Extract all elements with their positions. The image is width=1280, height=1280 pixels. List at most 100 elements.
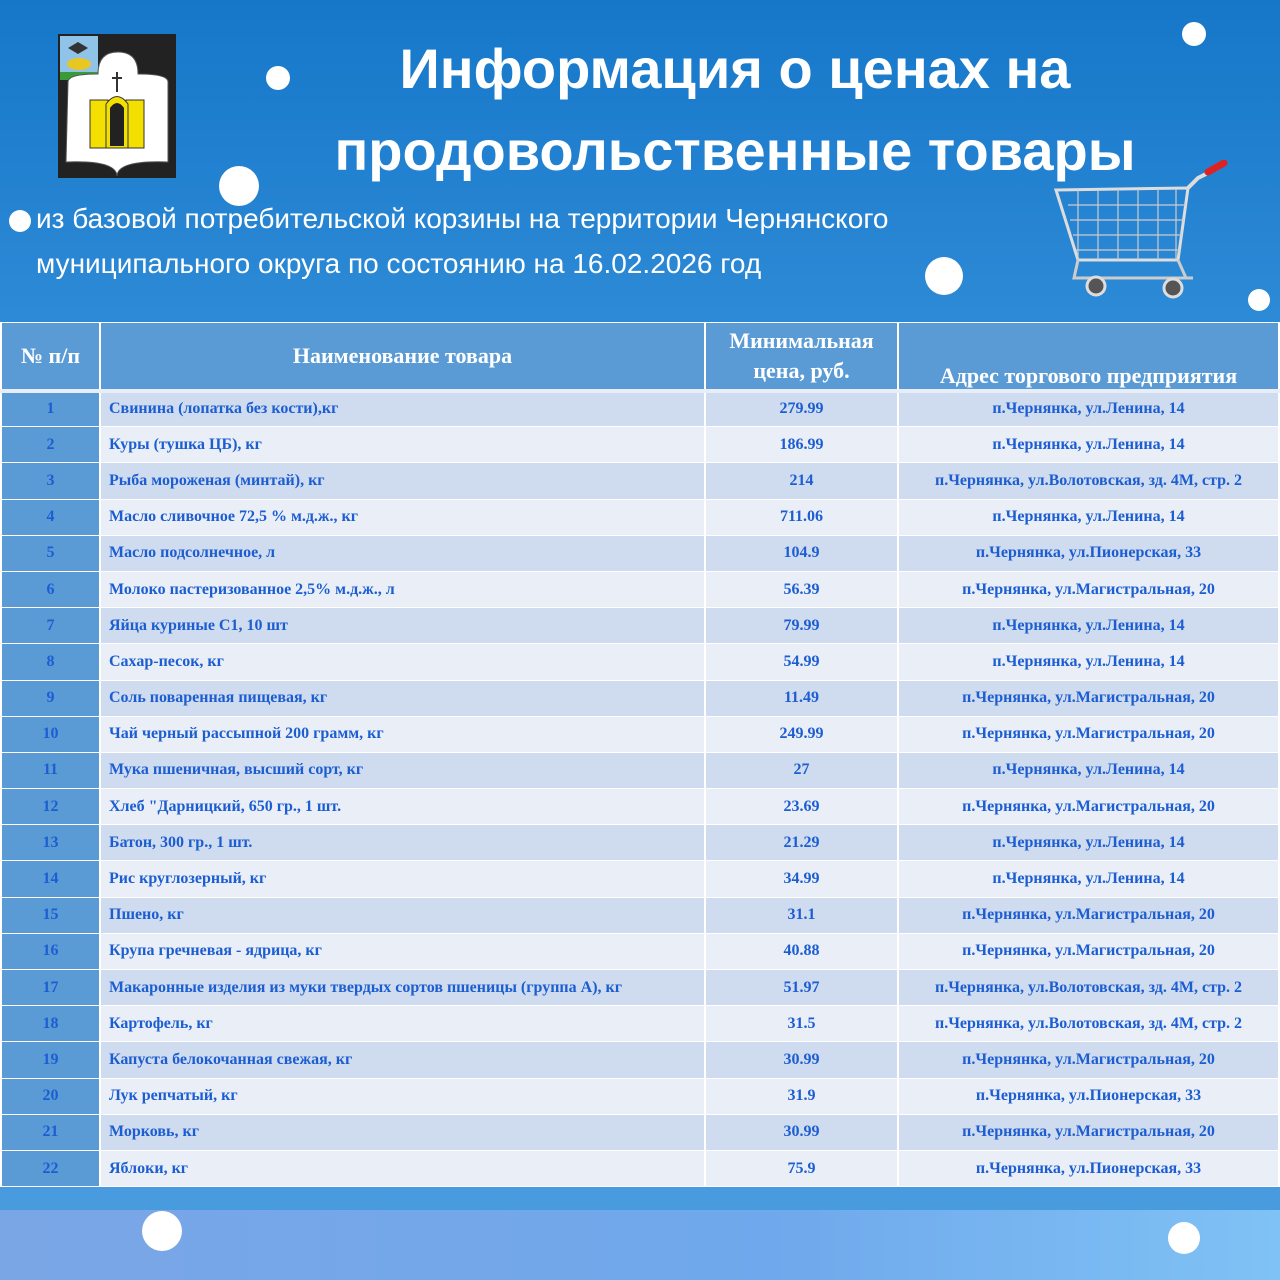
row-number: 16 [0,932,101,971]
product-name: Куры (тушка ЦБ), кг [99,426,706,464]
table-row: 8 Сахар-песок, кг 54.99 п.Чернянка, ул.Лени… [0,643,1280,681]
store-address: п.Чернянка, ул.Пионерская, 33 [897,1149,1280,1188]
store-address: п.Чернянка, ул.Ленина, 14 [897,824,1280,862]
decor-dot [1248,289,1270,311]
store-address: п.Чернянка, ул.Магистральная, 20 [897,570,1280,609]
page-title: Информация о ценах на продовольственные … [334,37,1136,182]
min-price: 51.97 [704,968,899,1007]
store-address: п.Чернянка, ул.Ленина, 14 [897,498,1280,536]
decor-dot [9,210,31,232]
store-address: п.Чернянка, ул.Ленина, 14 [897,607,1280,645]
min-price: 31.9 [704,1077,899,1115]
row-number: 17 [0,968,101,1007]
product-name: Яйца куриные С1, 10 шт [99,607,706,645]
store-address: п.Чернянка, ул.Магистральная, 20 [897,1041,1280,1079]
table-row: 10 Чай черный рассыпной 200 грамм, кг 249.… [0,715,1280,753]
column-header-number: № п/п [0,322,101,393]
store-address: п.Чернянка, ул.Магистральная, 20 [897,679,1280,717]
subtitle-line: из базовой потребительской корзины на те… [36,203,889,234]
product-name: Батон, 300 гр., 1 шт. [99,824,706,862]
prices-table: № п/п Наименование товара Минимальная це… [0,322,1280,1188]
row-number: 6 [0,570,101,609]
row-number: 13 [0,824,101,862]
row-number: 3 [0,462,101,500]
row-number: 11 [0,751,101,790]
product-name: Крупа гречневая - ядрица, кг [99,932,706,971]
store-address: п.Чернянка, ул.Пионерская, 33 [897,1077,1280,1115]
min-price: 27 [704,751,899,790]
min-price: 34.99 [704,860,899,898]
min-price: 214 [704,462,899,500]
row-number: 19 [0,1041,101,1079]
table-row: 15 Пшено, кг 31.1 п.Чернянка, ул.Магистраль… [0,896,1280,934]
product-name: Молоко пастеризованное 2,5% м.д.ж., л [99,570,706,609]
column-header-address: Адрес торгового предприятия [897,322,1280,393]
product-name: Чай черный рассыпной 200 грамм, кг [99,715,706,753]
coat-of-arms-logo [58,34,176,178]
min-price: 30.99 [704,1113,899,1151]
table-row: 13 Батон, 300 гр., 1 шт. 21.29 п.Чернянка, … [0,824,1280,862]
subtitle-line: муниципального округа по состоянию на 16… [36,248,762,279]
store-address: п.Чернянка, ул.Волотовская, зд. 4М, стр.… [897,462,1280,500]
table-row: 9 Соль поваренная пищевая, кг 11.49 п.Черня… [0,679,1280,717]
decor-dot [219,166,259,206]
row-number: 10 [0,715,101,753]
product-name: Мука пшеничная, высший сорт, кг [99,751,706,790]
page-subtitle: из базовой потребительской корзины на те… [36,196,1036,286]
product-name: Капуста белокочанная свежая, кг [99,1041,706,1079]
column-header-price: Минимальная цена, руб. [704,322,899,393]
store-address: п.Чернянка, ул.Пионерская, 33 [897,534,1280,572]
table-row: 16 Крупа гречневая - ядрица, кг 40.88 п.Чер… [0,932,1280,971]
row-number: 1 [0,389,101,428]
min-price: 31.5 [704,1005,899,1043]
decor-dot [1168,1222,1200,1254]
store-address: п.Чернянка, ул.Ленина, 14 [897,751,1280,790]
min-price: 23.69 [704,788,899,826]
row-number: 2 [0,426,101,464]
product-name: Свинина (лопатка без кости),кг [99,389,706,428]
table-row: 22 Яблоки, кг 75.9 п.Чернянка, ул.Пионерска… [0,1149,1280,1188]
store-address: п.Чернянка, ул.Волотовская, зд. 4М, стр.… [897,1005,1280,1043]
column-header-name: Наименование товара [99,322,706,393]
row-number: 14 [0,860,101,898]
product-name: Сахар-песок, кг [99,643,706,681]
table-row: 12 Хлеб "Дарницкий, 650 гр., 1 шт. 23.69 п.… [0,788,1280,826]
table-row: 1 Свинина (лопатка без кости),кг 279.99 п.Ч… [0,389,1280,428]
store-address: п.Чернянка, ул.Магистральная, 20 [897,1113,1280,1151]
table-row: 5 Масло подсолнечное, л 104.9 п.Чернянка, у… [0,534,1280,572]
table-row: 6 Молоко пастеризованное 2,5% м.д.ж., л 56… [0,570,1280,609]
product-name: Пшено, кг [99,896,706,934]
min-price: 31.1 [704,896,899,934]
row-number: 8 [0,643,101,681]
product-name: Хлеб "Дарницкий, 650 гр., 1 шт. [99,788,706,826]
product-name: Морковь, кг [99,1113,706,1151]
table-row: 17 Макаронные изделия из муки твердых сор… [0,968,1280,1007]
table-row: 4 Масло сливочное 72,5 % м.д.ж., кг 711.06… [0,498,1280,536]
table-row: 20 Лук репчатый, кг 31.9 п.Чернянка, ул.Пио… [0,1077,1280,1115]
min-price: 279.99 [704,389,899,428]
store-address: п.Чернянка, ул.Ленина, 14 [897,426,1280,464]
row-number: 4 [0,498,101,536]
row-number: 22 [0,1149,101,1188]
table-row: 7 Яйца куриные С1, 10 шт 79.99 п.Чернянка, … [0,607,1280,645]
row-number: 7 [0,607,101,645]
decor-dot [142,1211,182,1251]
table-row: 11 Мука пшеничная, высший сорт, кг 27 п.Чер… [0,751,1280,790]
shopping-cart-icon [1048,159,1228,305]
product-name: Картофель, кг [99,1005,706,1043]
row-number: 18 [0,1005,101,1043]
footer-band [0,1210,1280,1280]
store-address: п.Чернянка, ул.Магистральная, 20 [897,788,1280,826]
table-row: 19 Капуста белокочанная свежая, кг 30.99 п.… [0,1041,1280,1079]
table-row: 2 Куры (тушка ЦБ), кг 186.99 п.Чернянка, ул… [0,426,1280,464]
table-row: 3 Рыба мороженая (минтай), кг 214 п.Чернянк… [0,462,1280,500]
row-number: 5 [0,534,101,572]
product-name: Соль поваренная пищевая, кг [99,679,706,717]
min-price: 54.99 [704,643,899,681]
min-price: 75.9 [704,1149,899,1188]
min-price: 249.99 [704,715,899,753]
row-number: 9 [0,679,101,717]
store-address: п.Чернянка, ул.Магистральная, 20 [897,715,1280,753]
store-address: п.Чернянка, ул.Ленина, 14 [897,389,1280,428]
min-price: 56.39 [704,570,899,609]
